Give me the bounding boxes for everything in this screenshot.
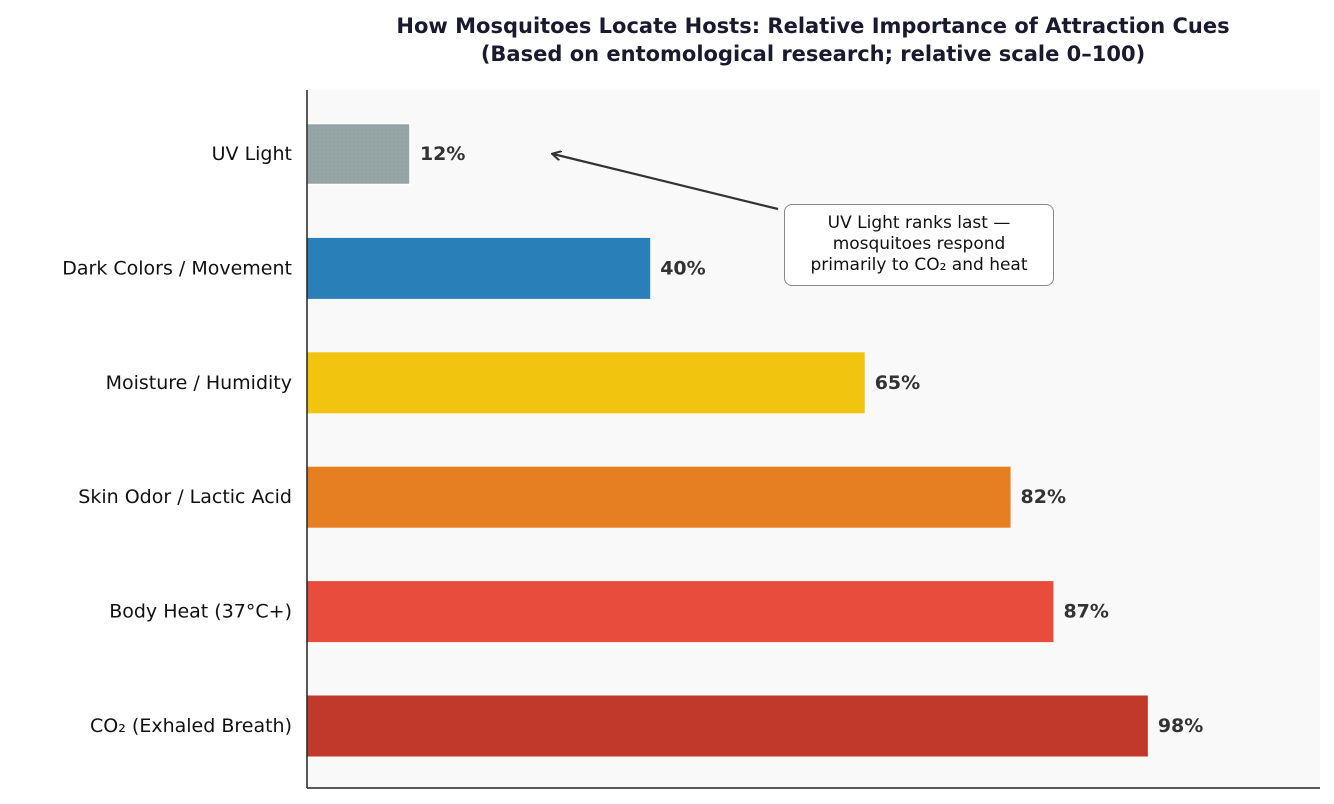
annotation-line-2: mosquitoes respond xyxy=(832,234,1006,254)
annotation-arrow xyxy=(553,154,779,211)
value-label-dark-colors-movement: 40% xyxy=(660,257,705,279)
annotation-box: UV Light ranks last — mosquitoes respond… xyxy=(784,204,1054,286)
bar-dark-colors-movement xyxy=(307,237,651,299)
category-label-moisture-humidity: Moisture / Humidity xyxy=(106,372,292,394)
bar-pattern-uv-light xyxy=(306,122,411,186)
bar-skin-odor-lactic-acid xyxy=(307,466,1011,528)
bar-body-heat-37-c xyxy=(307,581,1054,643)
value-label-uv-light: 12% xyxy=(420,143,465,165)
annotation-line-1: UV Light ranks last — xyxy=(827,213,1011,233)
value-label-body-heat-37-c: 87% xyxy=(1063,601,1108,623)
annotation-line-3: primarily to CO₂ and heat xyxy=(810,255,1028,275)
category-label-dark-colors-movement: Dark Colors / Movement xyxy=(62,257,292,279)
chart-subtitle: (Based on entomological research; relati… xyxy=(480,42,1146,66)
value-label-skin-odor-lactic-acid: 82% xyxy=(1021,486,1066,508)
bar-co-exhaled-breath xyxy=(307,695,1148,757)
category-label-body-heat-37-c: Body Heat (37°C+) xyxy=(109,601,292,623)
category-label-uv-light: UV Light xyxy=(212,143,292,165)
category-label-skin-odor-lactic-acid: Skin Odor / Lactic Acid xyxy=(78,486,292,508)
bar-moisture-humidity xyxy=(307,352,865,414)
chart-title: How Mosquitoes Locate Hosts: Relative Im… xyxy=(396,14,1230,38)
plot-area xyxy=(307,90,1320,788)
category-label-co-exhaled-breath: CO₂ (Exhaled Breath) xyxy=(90,715,292,737)
value-label-co-exhaled-breath: 98% xyxy=(1158,715,1203,737)
value-label-moisture-humidity: 65% xyxy=(875,372,920,394)
